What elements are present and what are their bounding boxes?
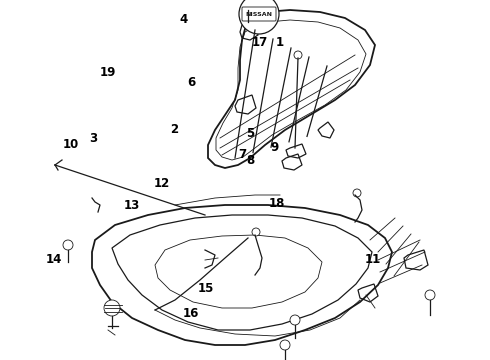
Circle shape bbox=[239, 0, 279, 34]
Circle shape bbox=[353, 189, 361, 197]
Text: 7: 7 bbox=[239, 148, 246, 161]
Text: 6: 6 bbox=[187, 76, 195, 89]
Circle shape bbox=[63, 240, 73, 250]
Text: 19: 19 bbox=[99, 66, 116, 78]
Circle shape bbox=[290, 315, 300, 325]
Text: 8: 8 bbox=[246, 154, 254, 167]
Text: 9: 9 bbox=[270, 141, 278, 154]
Text: 5: 5 bbox=[246, 127, 254, 140]
Text: 11: 11 bbox=[364, 253, 381, 266]
Text: 3: 3 bbox=[89, 132, 97, 145]
Text: 13: 13 bbox=[124, 199, 141, 212]
Text: 12: 12 bbox=[153, 177, 170, 190]
Text: 16: 16 bbox=[183, 307, 199, 320]
Text: 18: 18 bbox=[269, 197, 285, 210]
Circle shape bbox=[104, 300, 120, 316]
Text: 14: 14 bbox=[46, 253, 62, 266]
Circle shape bbox=[294, 51, 302, 59]
Text: 1: 1 bbox=[275, 36, 283, 49]
Circle shape bbox=[425, 290, 435, 300]
Text: 2: 2 bbox=[170, 123, 178, 136]
Text: 4: 4 bbox=[180, 13, 188, 26]
Circle shape bbox=[280, 340, 290, 350]
Text: 10: 10 bbox=[63, 138, 79, 150]
FancyBboxPatch shape bbox=[242, 7, 276, 21]
Text: 17: 17 bbox=[251, 36, 268, 49]
Circle shape bbox=[252, 228, 260, 236]
Text: 15: 15 bbox=[197, 282, 214, 294]
Text: NISSAN: NISSAN bbox=[245, 12, 272, 17]
